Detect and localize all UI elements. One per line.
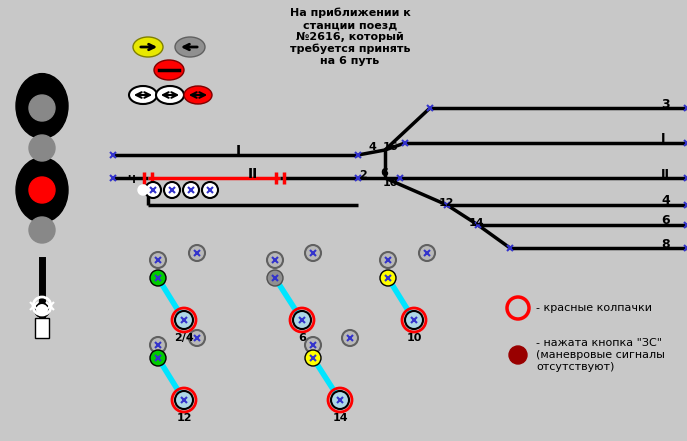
Circle shape — [267, 270, 283, 286]
Text: На приближении к
станции поезд
№2616, который
требуется принять
на 6 путь: На приближении к станции поезд №2616, ко… — [290, 8, 410, 66]
Text: 3: 3 — [661, 97, 670, 111]
Text: I: I — [236, 144, 240, 158]
Ellipse shape — [16, 157, 68, 222]
Circle shape — [29, 177, 55, 203]
Circle shape — [305, 337, 321, 353]
Circle shape — [29, 95, 55, 121]
Ellipse shape — [154, 60, 184, 80]
Text: 2/4: 2/4 — [174, 333, 194, 343]
Ellipse shape — [156, 86, 184, 104]
Circle shape — [380, 270, 396, 286]
Text: - красные колпачки: - красные колпачки — [536, 303, 652, 313]
Circle shape — [189, 245, 205, 261]
Circle shape — [150, 337, 166, 353]
Circle shape — [138, 185, 148, 195]
Circle shape — [331, 391, 349, 409]
Circle shape — [29, 217, 55, 243]
Circle shape — [183, 182, 199, 198]
Circle shape — [419, 245, 435, 261]
Text: 10: 10 — [382, 178, 398, 188]
Text: 6: 6 — [380, 168, 388, 178]
Text: 10: 10 — [406, 333, 422, 343]
Ellipse shape — [129, 86, 157, 104]
Circle shape — [380, 252, 396, 268]
Circle shape — [189, 330, 205, 346]
Text: 14: 14 — [333, 413, 348, 423]
Circle shape — [35, 303, 49, 317]
Circle shape — [29, 135, 55, 161]
Text: II: II — [661, 168, 670, 180]
Circle shape — [175, 311, 193, 329]
Text: II: II — [248, 167, 258, 181]
Text: - нажата кнопка "ЗС"
(маневровые сигналы
отсутствуют): - нажата кнопка "ЗС" (маневровые сигналы… — [536, 338, 665, 372]
Text: 4: 4 — [661, 194, 670, 208]
Ellipse shape — [133, 37, 163, 57]
Text: Ч: Ч — [127, 175, 135, 185]
Circle shape — [342, 330, 358, 346]
Circle shape — [509, 346, 527, 364]
Circle shape — [164, 182, 180, 198]
Circle shape — [267, 252, 283, 268]
Circle shape — [175, 391, 193, 409]
Circle shape — [202, 182, 218, 198]
Bar — [35, 318, 49, 338]
Text: 12: 12 — [438, 198, 453, 208]
Circle shape — [145, 182, 161, 198]
Text: 6: 6 — [661, 214, 670, 228]
Text: 14: 14 — [469, 218, 485, 228]
Circle shape — [150, 252, 166, 268]
Text: I: I — [661, 132, 666, 146]
Text: 8: 8 — [661, 238, 670, 250]
Circle shape — [305, 350, 321, 366]
Text: 6: 6 — [298, 333, 306, 343]
Text: 12: 12 — [177, 413, 192, 423]
Text: 2: 2 — [359, 170, 367, 180]
Circle shape — [293, 311, 311, 329]
Circle shape — [405, 311, 423, 329]
Circle shape — [150, 270, 166, 286]
Ellipse shape — [16, 74, 68, 138]
Text: 4: 4 — [368, 142, 376, 152]
Circle shape — [150, 350, 166, 366]
Circle shape — [305, 245, 321, 261]
Ellipse shape — [175, 37, 205, 57]
Text: 16: 16 — [382, 142, 398, 152]
Ellipse shape — [184, 86, 212, 104]
